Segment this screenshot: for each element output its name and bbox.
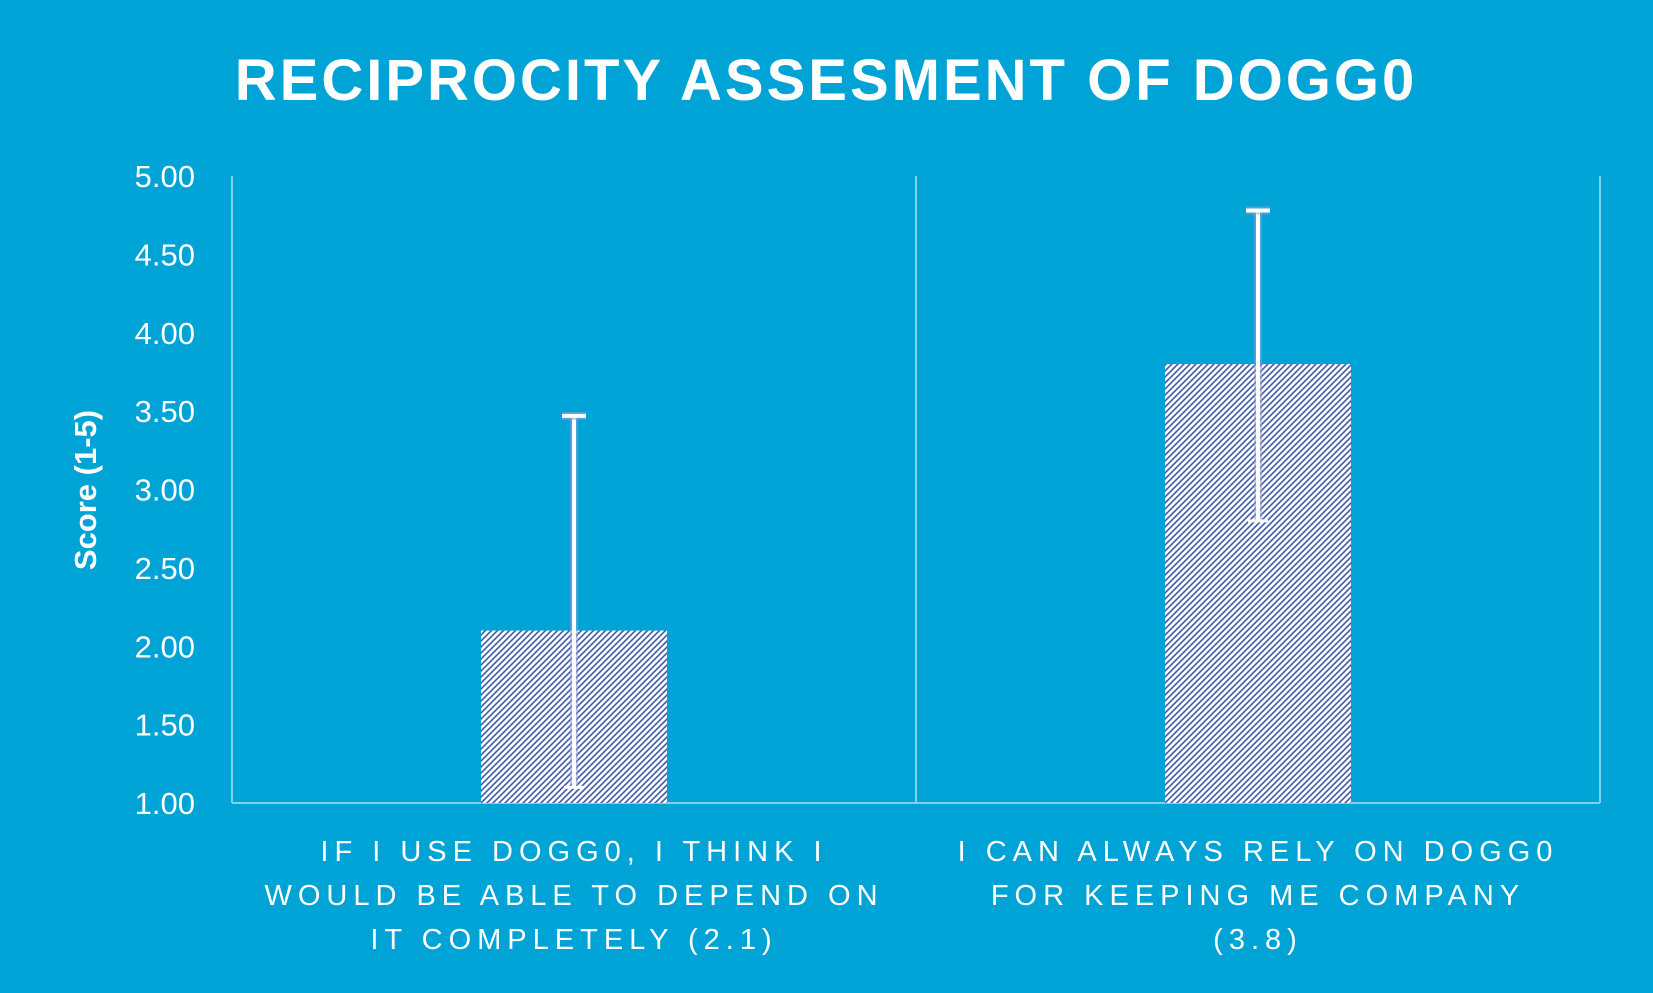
y-axis-ticks: 1.00 1.50 2.00 2.50 3.00 3.50 4.00 4.50 5.00 bbox=[135, 159, 195, 821]
y-axis-label: Score (1-5) bbox=[68, 410, 103, 570]
error-bar-group bbox=[562, 206, 1270, 789]
y-tick-label: 2.00 bbox=[135, 629, 195, 664]
chart-title: RECIPROCITY ASSESMENT OF DOGG0 bbox=[235, 48, 1417, 113]
y-tick-label: 4.00 bbox=[135, 316, 195, 351]
y-tick-label: 3.00 bbox=[135, 473, 195, 508]
x-tick-label: IF I USE DOGG0, I THINK I bbox=[320, 836, 827, 868]
x-tick-label: I CAN ALWAYS RELY ON DOGG0 bbox=[958, 836, 1559, 868]
y-tick-label: 5.00 bbox=[135, 159, 195, 194]
y-tick-label: 2.50 bbox=[135, 551, 195, 586]
y-tick-label: 1.00 bbox=[135, 786, 195, 821]
x-tick-label: IT COMPLETELY (2.1) bbox=[370, 924, 777, 956]
x-tick-label: WOULD BE ABLE TO DEPEND ON bbox=[264, 880, 883, 912]
y-tick-label: 1.50 bbox=[135, 708, 195, 743]
x-axis-ticks: IF I USE DOGG0, I THINK I WOULD BE ABLE T… bbox=[264, 836, 1559, 956]
y-tick-label: 3.50 bbox=[135, 394, 195, 429]
x-tick-label: (3.8) bbox=[1213, 924, 1303, 956]
y-tick-label: 4.50 bbox=[135, 237, 195, 272]
x-tick-label: FOR KEEPING ME COMPANY bbox=[991, 880, 1525, 912]
chart-grid bbox=[231, 176, 1601, 804]
